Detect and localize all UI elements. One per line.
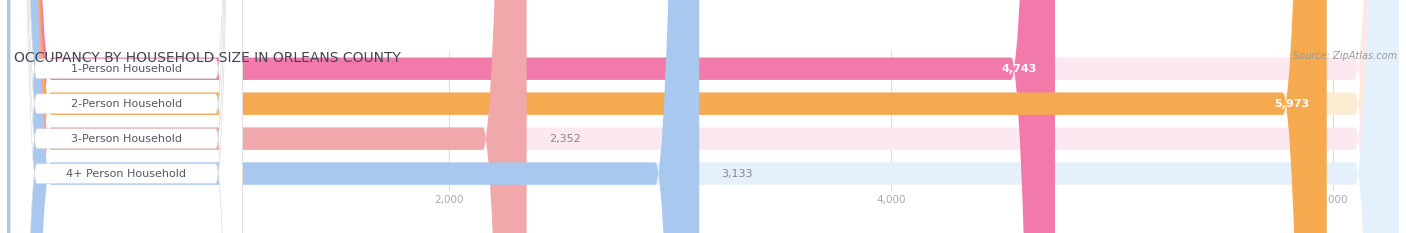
FancyBboxPatch shape (7, 0, 1399, 233)
FancyBboxPatch shape (10, 0, 242, 233)
Text: 3-Person Household: 3-Person Household (70, 134, 181, 144)
FancyBboxPatch shape (7, 0, 527, 233)
Text: 1-Person Household: 1-Person Household (70, 64, 181, 74)
FancyBboxPatch shape (7, 0, 1327, 233)
FancyBboxPatch shape (10, 0, 242, 233)
FancyBboxPatch shape (10, 0, 242, 233)
Text: 5,973: 5,973 (1274, 99, 1309, 109)
FancyBboxPatch shape (7, 0, 1399, 233)
Text: 4,743: 4,743 (1002, 64, 1038, 74)
FancyBboxPatch shape (7, 0, 699, 233)
Text: Source: ZipAtlas.com: Source: ZipAtlas.com (1294, 51, 1398, 61)
Text: 2,352: 2,352 (548, 134, 581, 144)
Text: 2-Person Household: 2-Person Household (70, 99, 181, 109)
Text: OCCUPANCY BY HOUSEHOLD SIZE IN ORLEANS COUNTY: OCCUPANCY BY HOUSEHOLD SIZE IN ORLEANS C… (14, 51, 401, 65)
Text: 4+ Person Household: 4+ Person Household (66, 169, 187, 178)
FancyBboxPatch shape (7, 0, 1054, 233)
FancyBboxPatch shape (10, 0, 242, 233)
FancyBboxPatch shape (7, 0, 1399, 233)
Text: 3,133: 3,133 (721, 169, 752, 178)
FancyBboxPatch shape (7, 0, 1399, 233)
